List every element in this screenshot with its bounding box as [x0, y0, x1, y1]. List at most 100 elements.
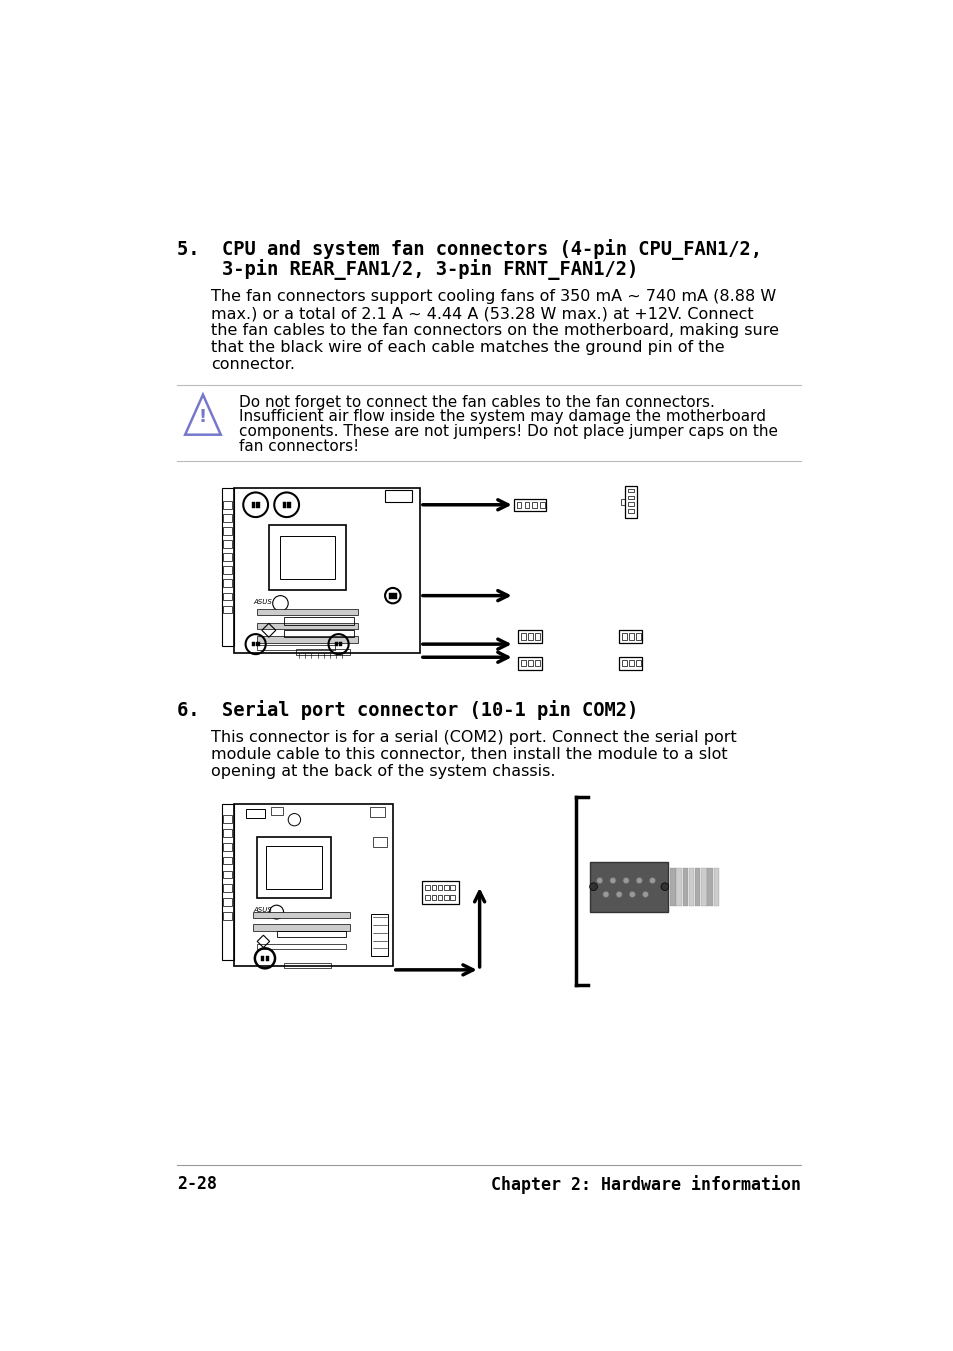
Text: 5.  CPU and system fan connectors (4-pin CPU_FAN1/2,: 5. CPU and system fan connectors (4-pin … — [177, 239, 761, 261]
Bar — [707, 869, 712, 907]
Bar — [385, 490, 412, 501]
Bar — [443, 896, 448, 900]
Bar — [532, 501, 537, 508]
Bar — [443, 885, 448, 890]
Bar — [221, 804, 233, 959]
Bar — [437, 885, 442, 890]
Bar — [389, 593, 396, 598]
Bar — [695, 869, 700, 907]
Bar — [620, 499, 624, 505]
Bar — [266, 957, 269, 962]
Bar — [284, 617, 354, 626]
Bar — [425, 896, 430, 900]
Bar — [223, 513, 233, 521]
Bar — [257, 943, 346, 948]
Bar — [257, 636, 357, 643]
Bar — [621, 634, 626, 639]
Text: connector.: connector. — [211, 357, 294, 372]
Text: Do not forget to connect the fan cables to the fan connectors.: Do not forget to connect the fan cables … — [239, 394, 715, 409]
Bar — [223, 527, 233, 535]
Bar — [223, 566, 233, 574]
Bar — [627, 503, 633, 507]
Bar — [256, 642, 259, 646]
Bar — [223, 815, 233, 823]
Bar — [373, 838, 387, 847]
Bar — [223, 540, 233, 549]
Text: fan connectors!: fan connectors! — [239, 439, 359, 454]
Text: This connector is for a serial (COM2) port. Connect the serial port: This connector is for a serial (COM2) po… — [211, 731, 736, 746]
Bar — [431, 885, 436, 890]
Bar — [624, 485, 637, 517]
Bar — [282, 503, 286, 508]
Bar — [670, 869, 675, 907]
Bar — [295, 648, 350, 655]
Bar — [371, 913, 388, 957]
Bar — [223, 830, 233, 836]
Bar — [629, 634, 633, 639]
Bar — [253, 912, 350, 919]
Bar — [223, 885, 233, 892]
Bar — [221, 488, 233, 646]
Bar — [233, 488, 419, 654]
Bar — [335, 642, 337, 646]
Bar — [521, 661, 525, 666]
Bar — [223, 843, 233, 851]
Circle shape — [602, 892, 608, 897]
Bar — [223, 898, 233, 907]
Text: 6.  Serial port connector (10-1 pin COM2): 6. Serial port connector (10-1 pin COM2) — [177, 700, 638, 720]
Bar — [450, 885, 455, 890]
Text: Chapter 2: Hardware information: Chapter 2: Hardware information — [491, 1174, 801, 1194]
Text: !: ! — [198, 408, 207, 426]
Bar — [524, 501, 529, 508]
Bar — [253, 924, 350, 931]
Bar — [528, 661, 533, 666]
Bar — [627, 496, 633, 500]
Bar — [627, 489, 633, 493]
Bar — [284, 963, 331, 969]
Bar — [261, 957, 264, 962]
Bar — [517, 631, 541, 643]
Bar — [700, 869, 706, 907]
Bar — [233, 804, 393, 966]
Bar — [636, 661, 640, 666]
Bar — [257, 609, 357, 615]
Text: opening at the back of the system chassis.: opening at the back of the system chassi… — [211, 765, 555, 780]
Bar — [688, 869, 694, 907]
Bar — [521, 634, 525, 639]
Bar — [276, 931, 346, 936]
Bar — [287, 503, 291, 508]
Bar — [535, 661, 539, 666]
Bar — [618, 631, 641, 643]
Bar — [627, 509, 633, 513]
Bar — [245, 809, 265, 819]
Bar — [271, 808, 282, 815]
Bar — [425, 885, 430, 890]
Bar — [437, 896, 442, 900]
Bar — [369, 808, 385, 816]
Bar — [280, 536, 335, 578]
Bar — [223, 501, 233, 508]
Bar — [431, 896, 436, 900]
Bar — [284, 630, 354, 638]
Text: module cable to this connector, then install the module to a slot: module cable to this connector, then ins… — [211, 747, 726, 762]
Circle shape — [616, 892, 621, 897]
Text: 3-pin REAR_FAN1/2, 3-pin FRNT_FAN1/2): 3-pin REAR_FAN1/2, 3-pin FRNT_FAN1/2) — [177, 259, 638, 280]
Bar — [621, 661, 626, 666]
Circle shape — [660, 882, 668, 890]
Text: 2-28: 2-28 — [177, 1174, 217, 1193]
Bar — [517, 657, 541, 670]
Bar — [539, 501, 544, 508]
Bar — [422, 881, 459, 904]
Bar — [257, 623, 357, 628]
Text: that the black wire of each cable matches the ground pin of the: that the black wire of each cable matche… — [211, 340, 723, 355]
Bar — [257, 836, 331, 898]
Bar — [590, 862, 667, 912]
Text: ASUS: ASUS — [253, 600, 272, 605]
Text: components. These are not jumpers! Do not place jumper caps on the: components. These are not jumpers! Do no… — [239, 424, 778, 439]
Bar — [223, 554, 233, 561]
Bar — [256, 503, 259, 508]
Bar — [682, 869, 687, 907]
Circle shape — [622, 877, 629, 884]
Circle shape — [641, 892, 648, 897]
Bar — [266, 846, 321, 889]
